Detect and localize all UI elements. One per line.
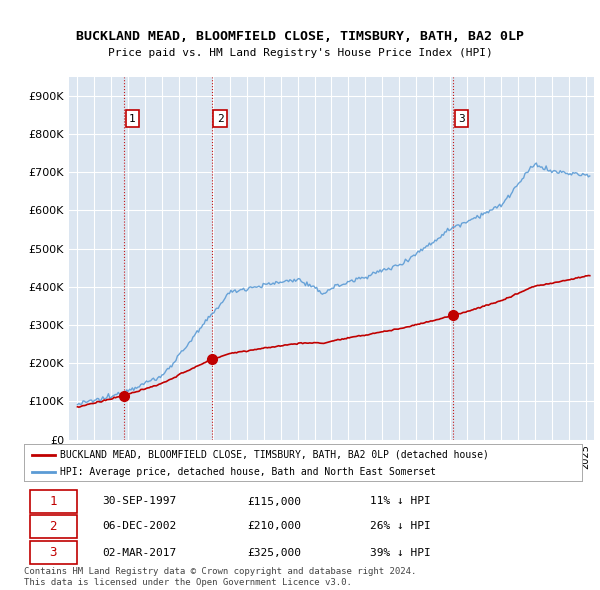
- Text: £210,000: £210,000: [247, 522, 301, 531]
- FancyBboxPatch shape: [29, 541, 77, 564]
- Text: £115,000: £115,000: [247, 497, 301, 506]
- Text: 3: 3: [50, 546, 57, 559]
- Text: £325,000: £325,000: [247, 548, 301, 558]
- Text: 02-MAR-2017: 02-MAR-2017: [102, 548, 176, 558]
- Text: 3: 3: [458, 114, 465, 124]
- Text: BUCKLAND MEAD, BLOOMFIELD CLOSE, TIMSBURY, BATH, BA2 0LP (detached house): BUCKLAND MEAD, BLOOMFIELD CLOSE, TIMSBUR…: [60, 450, 489, 460]
- Text: HPI: Average price, detached house, Bath and North East Somerset: HPI: Average price, detached house, Bath…: [60, 467, 436, 477]
- Text: Price paid vs. HM Land Registry's House Price Index (HPI): Price paid vs. HM Land Registry's House …: [107, 48, 493, 58]
- FancyBboxPatch shape: [29, 514, 77, 538]
- Text: 06-DEC-2002: 06-DEC-2002: [102, 522, 176, 531]
- FancyBboxPatch shape: [29, 490, 77, 513]
- Text: 30-SEP-1997: 30-SEP-1997: [102, 497, 176, 506]
- Text: 39% ↓ HPI: 39% ↓ HPI: [370, 548, 431, 558]
- Text: Contains HM Land Registry data © Crown copyright and database right 2024.
This d: Contains HM Land Registry data © Crown c…: [24, 568, 416, 586]
- Text: BUCKLAND MEAD, BLOOMFIELD CLOSE, TIMSBURY, BATH, BA2 0LP: BUCKLAND MEAD, BLOOMFIELD CLOSE, TIMSBUR…: [76, 30, 524, 43]
- Text: 1: 1: [50, 495, 57, 508]
- Text: 26% ↓ HPI: 26% ↓ HPI: [370, 522, 431, 531]
- Text: 11% ↓ HPI: 11% ↓ HPI: [370, 497, 431, 506]
- Text: 2: 2: [217, 114, 223, 124]
- Text: 1: 1: [129, 114, 136, 124]
- Text: 2: 2: [50, 520, 57, 533]
